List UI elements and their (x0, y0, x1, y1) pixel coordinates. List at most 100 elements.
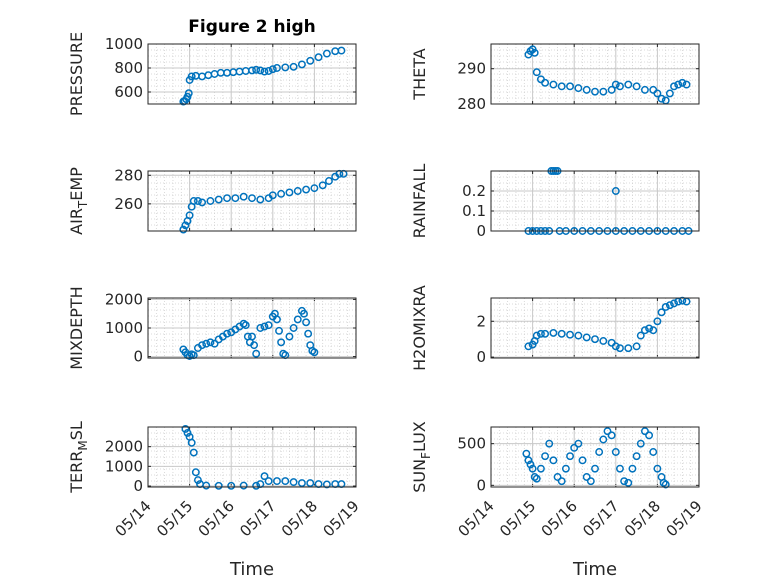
data-point (636, 439, 645, 448)
data-point (657, 94, 666, 103)
y-tick-label: 1000 (105, 319, 143, 337)
data-point (187, 72, 196, 81)
x-tick-label: 05/14 (111, 497, 154, 540)
x-tick-label: 05/18 (278, 497, 321, 540)
data-point (310, 348, 319, 357)
data-point (566, 452, 574, 461)
y-axis-label: PRESSURE (67, 32, 86, 116)
x-tick-label: 05/15 (496, 497, 539, 540)
data-point (310, 184, 319, 193)
data-point (202, 339, 211, 348)
data-point (264, 321, 273, 330)
data-point (574, 84, 583, 93)
data-point (532, 474, 541, 483)
data-point (570, 443, 579, 452)
x-axis-label: Time (229, 559, 274, 580)
data-point (665, 301, 674, 310)
data-point (256, 66, 265, 75)
data-point (528, 464, 537, 473)
data-point (185, 352, 194, 360)
data-point (536, 464, 545, 473)
plot-area (491, 427, 699, 487)
y-tick-label: 1000 (105, 457, 143, 475)
data-point (198, 341, 207, 350)
data-point (210, 339, 219, 348)
data-point (661, 303, 670, 311)
y-axis-label: AIRTEMP (67, 167, 90, 235)
data-point (670, 82, 678, 91)
y-tick-label: 2000 (105, 438, 143, 456)
data-point (616, 82, 624, 91)
data-point (657, 308, 666, 317)
x-tick-label: 05/16 (195, 497, 238, 540)
axes-box (147, 297, 357, 359)
data-point (661, 480, 670, 489)
data-point (616, 344, 624, 353)
axes-box (490, 297, 700, 359)
data-point (561, 464, 570, 473)
data-point (206, 338, 215, 347)
x-tick-label: 05/19 (662, 497, 705, 540)
data-point (187, 438, 196, 447)
data-point (214, 195, 223, 204)
y-tick-label: 2 (476, 312, 486, 330)
y-tick-label: 0 (476, 348, 486, 366)
data-point (536, 329, 545, 338)
y-tick-label: 0.2 (462, 182, 486, 200)
plot-area (148, 427, 356, 487)
y-tick-label: 0.1 (462, 202, 486, 220)
data-point (678, 296, 687, 305)
data-point (256, 195, 265, 204)
y-axis-label: THETA (410, 48, 429, 100)
data-point (214, 481, 223, 490)
data-point (624, 344, 633, 353)
data-point (241, 321, 250, 330)
data-point (231, 194, 240, 203)
y-axis-label: H2OMIXRA (410, 285, 429, 371)
x-tick-label: 05/14 (454, 497, 497, 540)
x-tick-label: 05/19 (319, 497, 362, 540)
data-point (607, 431, 616, 440)
y-axis-label: TERRMSL (67, 421, 90, 494)
data-point (653, 464, 662, 473)
data-point (682, 80, 691, 89)
data-point (616, 464, 624, 473)
data-point (628, 464, 637, 473)
data-point (599, 337, 608, 345)
data-point (620, 477, 629, 486)
data-point (670, 299, 678, 308)
data-point (206, 197, 215, 205)
data-point (640, 326, 649, 335)
y-tick-label: 0 (133, 348, 143, 366)
data-point (549, 80, 558, 89)
data-point (653, 317, 662, 326)
y-tick-label: 600 (114, 83, 143, 101)
data-point (582, 333, 591, 342)
data-point (549, 328, 558, 337)
data-point (318, 181, 327, 190)
data-point (653, 89, 662, 98)
data-point (640, 85, 649, 94)
data-point (183, 92, 192, 101)
data-point (179, 225, 188, 234)
data-point (599, 87, 608, 96)
axes-box (147, 426, 357, 488)
data-point (198, 198, 207, 207)
data-point (325, 177, 333, 185)
plot-area (491, 171, 699, 231)
axes-box (490, 43, 700, 105)
data-point (337, 46, 346, 55)
data-point (541, 78, 550, 87)
data-point (532, 331, 541, 340)
data-point (248, 66, 256, 75)
x-tick-label: 05/16 (538, 497, 581, 540)
data-point (285, 188, 294, 197)
data-point (591, 335, 599, 344)
data-point (591, 464, 599, 473)
data-point (227, 481, 236, 490)
x-axis-label: Time (572, 559, 617, 580)
data-point (277, 338, 286, 347)
data-point (607, 85, 616, 94)
data-point (557, 82, 566, 91)
